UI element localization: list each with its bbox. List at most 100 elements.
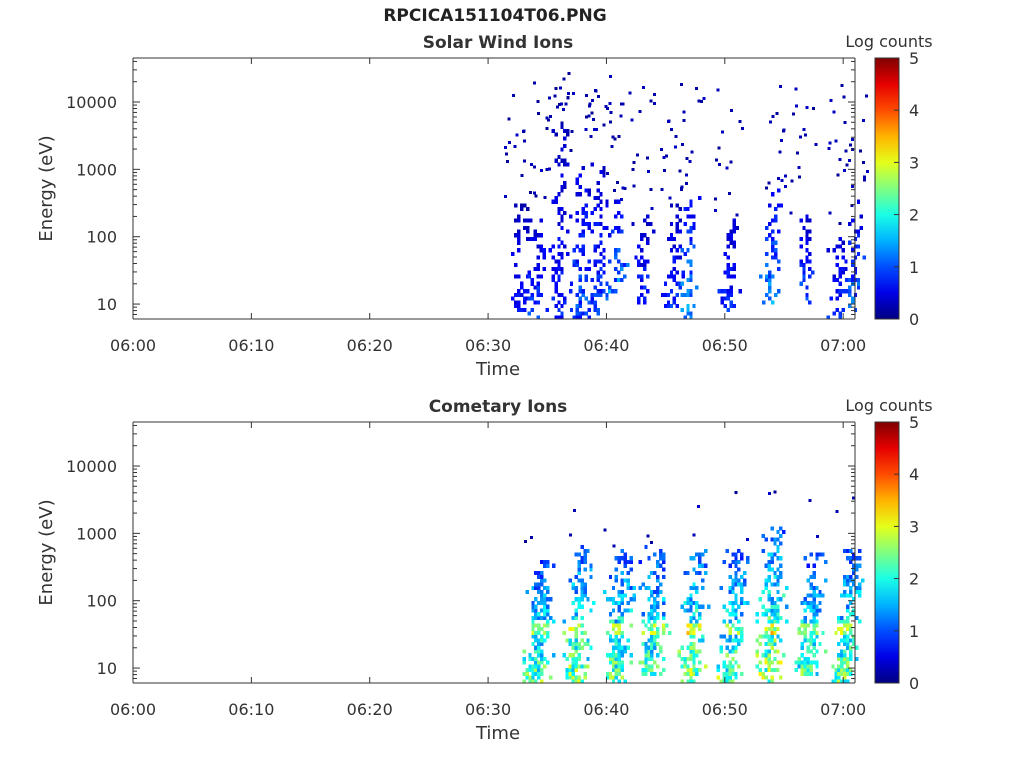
spectrogram-cell [850,296,855,301]
noise-count [620,102,624,106]
spectrogram-cell [809,634,813,639]
spectrogram-cell [586,656,590,661]
spectrogram-cell [623,560,627,565]
spectrogram-cell [620,582,624,587]
spectrogram-cell [533,266,538,271]
spectrogram-cell [734,615,738,620]
spectrogram-cell [782,530,786,535]
spectrogram-cell [840,638,844,643]
spectrogram-cell [758,671,762,676]
spectrogram-cell [773,541,777,546]
noise-count [863,175,867,179]
spectrogram-cell [686,214,690,219]
spectrogram-cell [534,597,538,602]
spectrogram-cell [692,630,696,635]
spectrogram-cell [623,556,627,561]
noise-count [568,533,572,537]
spectrogram-cell [782,593,786,598]
spectrogram-cell [846,642,850,647]
noise-count [608,101,612,105]
spectrogram-cell [803,638,807,643]
spectrogram-cell [771,240,775,245]
spectrogram-cell [644,586,648,591]
spectrogram-cell [659,556,663,561]
spectrogram-cell [799,259,803,264]
spectrogram-cell [534,623,538,628]
spectrogram-cell [614,574,619,579]
spectrogram-cell [675,225,680,230]
spectrogram-cell [704,563,708,568]
spectrogram-cell [843,649,847,654]
spectrogram-cell [638,586,642,591]
spectrogram-cell [722,660,726,665]
spectrogram-cell [620,214,624,219]
noise-count [850,204,854,208]
spectrogram-cell [729,285,733,290]
panel-title: Solar Wind Ions [423,33,574,53]
spectrogram-cell [575,315,580,320]
spectrogram-cell [834,679,838,684]
spectrogram-cell [560,184,564,189]
spectrogram-cell [571,675,575,680]
spectrogram-cell [551,296,555,301]
spectrogram-cell [806,664,810,669]
spectrogram-cell [849,627,853,632]
spectrogram-cell [803,627,807,632]
spectrogram-cell [517,304,521,309]
spectrogram-cell [802,225,806,230]
spectrogram-cell [581,292,585,297]
spectrogram-cell [846,668,850,673]
spectrogram-cell [540,593,544,598]
noise-count [865,170,869,173]
spectrogram-cell [692,214,696,219]
spectrogram-cell [837,664,841,669]
spectrogram-cell [843,548,847,553]
spectrogram-cell [560,214,564,219]
spectrogram-cell [776,597,780,602]
spectrogram-cell [617,671,622,676]
spectrogram-cell [770,608,774,613]
spectrogram-cell [523,300,527,305]
spectrogram-cell [731,601,735,606]
spectrogram-cell [840,627,844,632]
spectrogram-cell [812,660,816,665]
x-tick-label: 06:30 [465,700,511,719]
spectrogram-cell [650,645,654,650]
spectrogram-cell [815,608,819,613]
spectrogram-cell [578,300,582,305]
spectrogram-cell [805,233,809,238]
spectrogram-cell [617,615,622,620]
spectrogram-cell [701,586,705,591]
spectrogram-cell [776,578,780,583]
spectrogram-cell [589,567,593,572]
spectrogram-cell [629,597,633,602]
spectrogram-cell [611,675,616,680]
noise-count [570,129,574,133]
spectrogram-cell [575,263,580,268]
spectrogram-cell [852,642,856,647]
spectrogram-cell [587,266,591,271]
spectrogram-cell [575,304,580,309]
spectrogram-cell [773,552,777,557]
spectrogram-cell [552,563,556,568]
spectrogram-cell [692,645,696,650]
spectrogram-cell [731,578,735,583]
spectrogram-cell [644,623,648,628]
spectrogram-cell [773,649,777,654]
spectrogram-cell [605,671,610,676]
spectrogram-cell [551,199,555,204]
spectrogram-cell [528,218,533,223]
spectrogram-cell [647,627,651,632]
spectrogram-cell [593,222,597,227]
spectrogram-cell [806,671,810,676]
spectrogram-cell [698,556,702,561]
spectrogram-cell [614,601,619,606]
spectrogram-cell [520,203,524,208]
spectrogram-cell [617,630,622,635]
noise-count [612,544,616,548]
spectrogram-cell [734,556,738,561]
spectrogram-cell [617,556,622,561]
spectrogram-cell [583,589,587,594]
spectrogram-cell [755,653,759,658]
spectrogram-cell [729,300,733,305]
